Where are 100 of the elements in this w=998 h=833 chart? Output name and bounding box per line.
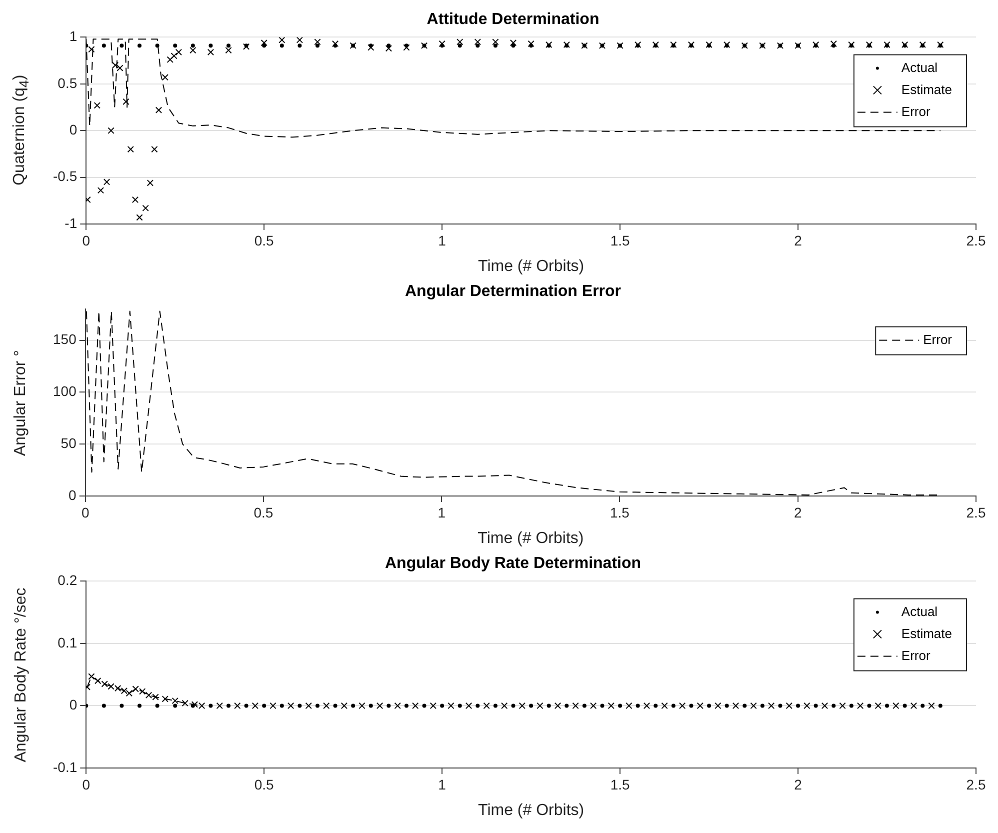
point <box>132 686 139 692</box>
point <box>582 704 586 708</box>
point <box>768 702 775 710</box>
point <box>173 704 178 708</box>
point <box>152 694 159 700</box>
legend-label: Error <box>923 332 953 347</box>
point <box>786 702 792 710</box>
point <box>88 673 95 680</box>
point <box>287 702 294 710</box>
x-tick-label: 1 <box>438 504 446 520</box>
point <box>315 704 320 708</box>
y-tick-label: 0.5 <box>58 74 78 91</box>
point <box>626 702 632 710</box>
x-tick-label: 0.5 <box>254 776 274 792</box>
point <box>234 702 241 710</box>
x-tick-label: 1.5 <box>610 504 630 520</box>
point <box>448 702 454 710</box>
legend-label: Error <box>901 648 931 663</box>
point <box>476 704 480 708</box>
point <box>101 680 108 688</box>
point <box>244 704 248 708</box>
y-tick-label: 0 <box>69 121 78 138</box>
point <box>671 704 676 708</box>
point <box>938 704 942 708</box>
point <box>323 702 330 710</box>
point <box>750 702 757 710</box>
point <box>742 704 747 708</box>
point <box>778 704 782 708</box>
point <box>94 678 102 684</box>
point <box>368 704 373 708</box>
point <box>252 702 259 710</box>
point <box>804 702 810 710</box>
point <box>902 704 907 708</box>
x-tick-label: 1 <box>438 232 446 248</box>
point <box>618 704 622 708</box>
point <box>138 704 142 708</box>
point <box>856 702 864 710</box>
y-tick-label: -0.1 <box>53 758 78 775</box>
y-tick-label: 150 <box>53 331 77 348</box>
point <box>501 702 508 710</box>
point <box>162 696 168 702</box>
point <box>636 704 640 708</box>
point <box>600 704 604 708</box>
point <box>298 704 302 708</box>
point <box>689 704 694 708</box>
point <box>270 702 276 710</box>
point <box>305 702 312 710</box>
y-tick-label: -0.5 <box>53 168 78 184</box>
point <box>351 704 356 708</box>
x-axis-title: Time (# Orbits) <box>478 802 584 819</box>
point <box>190 704 195 708</box>
point <box>358 702 366 710</box>
point <box>139 688 146 695</box>
point <box>867 704 872 708</box>
point <box>226 704 231 708</box>
point <box>208 704 213 708</box>
point <box>885 704 890 708</box>
point <box>608 702 614 710</box>
x-axis-title: Time (# Orbits) <box>478 258 584 275</box>
point <box>529 704 534 708</box>
point <box>572 702 579 710</box>
chart-title: Attitude Determination <box>426 11 600 28</box>
point <box>511 704 516 708</box>
point <box>536 702 544 710</box>
point <box>518 702 526 710</box>
point <box>796 704 800 708</box>
point <box>386 704 391 708</box>
point <box>120 687 128 694</box>
legend-label: Estimate <box>901 626 952 641</box>
y-tick-label: 0 <box>68 486 77 503</box>
x-tick-label: 1.5 <box>610 776 630 792</box>
x-tick-label: 2.5 <box>966 504 986 520</box>
y-tick-label: 0 <box>69 696 78 713</box>
x-axis-title: Time (# Orbits) <box>478 530 584 547</box>
x-tick-label: 2 <box>794 232 802 248</box>
point <box>114 684 122 692</box>
x-tick-label: 2 <box>794 504 802 520</box>
point <box>707 704 712 708</box>
y-tick-label: 0.2 <box>58 572 78 588</box>
y-axis-title: Angular Body Rate °/sec <box>12 587 30 762</box>
y-tick-label: 1 <box>69 28 78 44</box>
point <box>172 697 178 704</box>
point <box>404 704 408 708</box>
x-tick-label: 0 <box>82 776 90 792</box>
point <box>661 702 668 710</box>
y-tick-label: 100 <box>53 383 77 400</box>
point <box>126 690 133 697</box>
point <box>920 704 925 708</box>
point <box>376 702 384 710</box>
y-tick-label: 50 <box>60 434 77 451</box>
point <box>849 704 854 708</box>
point <box>590 702 597 710</box>
point <box>654 704 658 708</box>
x-tick-label: 0.5 <box>254 504 274 520</box>
point <box>892 702 900 710</box>
point <box>422 704 426 708</box>
point <box>839 702 846 710</box>
point <box>120 704 124 708</box>
point <box>874 702 882 710</box>
point <box>724 704 729 708</box>
